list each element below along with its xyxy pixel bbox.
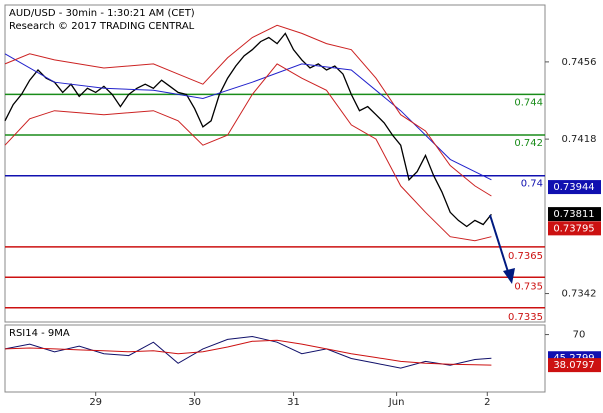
rsi-title: RSI14 - 9MA <box>9 328 70 339</box>
x-tick-label: 31 <box>287 397 300 408</box>
forecast-arrow <box>489 214 515 284</box>
level-label: 0.735 <box>514 281 543 292</box>
level-label: 0.7365 <box>508 251 543 262</box>
series-line <box>4 53 492 181</box>
y-tick-label: 0.7456 <box>562 57 597 68</box>
price-tag <box>548 358 601 373</box>
x-tick-label: 30 <box>188 397 201 408</box>
plot-layer: 0.744 0.742 0.74 0.7365 0.735 0.7335 0.7456 0.7… <box>4 24 601 408</box>
price-tag <box>548 221 601 236</box>
x-tick-label: Jun <box>388 397 405 408</box>
price-tag <box>548 180 601 195</box>
price-tag <box>548 207 601 222</box>
level-label: 0.744 <box>514 97 543 108</box>
x-tick-label: 2 <box>484 397 490 408</box>
series-line <box>4 24 492 197</box>
chart-title: AUD/USD - 30min - 1:30:21 AM (CET) <box>9 8 195 19</box>
level-label: 0.7335 <box>508 312 543 323</box>
series-line <box>4 335 492 369</box>
y-tick-label: 0.7342 <box>562 289 597 300</box>
x-tick-label: 29 <box>89 397 102 408</box>
level-label: 0.742 <box>514 138 543 149</box>
series-line <box>4 32 492 228</box>
price-tag-label: 0.73944 <box>553 182 594 193</box>
price-panel <box>4 4 546 323</box>
price-tag-label: 0.73795 <box>553 223 594 234</box>
y-tick-label: 0.7418 <box>562 134 597 145</box>
chart-subtitle: Research © 2017 TRADING CENTRAL <box>9 21 195 32</box>
rsi-panel <box>4 324 546 393</box>
level-label: 0.74 <box>521 179 543 190</box>
series-line <box>4 339 492 366</box>
price-tag-label: 38.0797 <box>553 360 594 371</box>
price-tag-label: 0.73811 <box>553 209 594 220</box>
y-tick-label: 70 <box>573 330 586 341</box>
series-line <box>4 63 492 242</box>
